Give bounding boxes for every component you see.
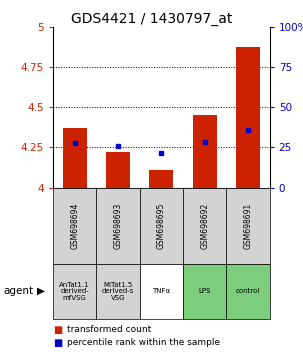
Bar [63, 128, 87, 188]
Text: control: control [236, 288, 260, 294]
Bar [140, 188, 183, 264]
Bar [96, 188, 140, 264]
Text: TNFα: TNFα [152, 288, 170, 294]
Text: GSM698695: GSM698695 [157, 202, 166, 249]
Bar [106, 152, 130, 188]
Bar [193, 115, 217, 188]
Text: percentile rank within the sample: percentile rank within the sample [67, 338, 220, 347]
Text: GSM698691: GSM698691 [244, 202, 252, 249]
Bar [53, 188, 96, 264]
Bar [183, 264, 226, 319]
Text: AnTat1.1
derived-
mfVSG: AnTat1.1 derived- mfVSG [59, 282, 90, 301]
Bar [183, 188, 226, 264]
Text: LPS: LPS [198, 288, 211, 294]
Bar [140, 264, 183, 319]
Text: GDS4421 / 1430797_at: GDS4421 / 1430797_at [71, 12, 232, 27]
Text: transformed count: transformed count [67, 325, 151, 334]
Bar [236, 47, 260, 188]
Text: ■: ■ [53, 338, 62, 348]
Bar [226, 188, 270, 264]
Text: ▶: ▶ [37, 286, 45, 296]
Bar [96, 264, 140, 319]
Text: GSM698694: GSM698694 [70, 202, 79, 249]
Text: GSM698692: GSM698692 [200, 202, 209, 249]
Text: GSM698693: GSM698693 [114, 202, 122, 249]
Bar [53, 264, 96, 319]
Bar [149, 170, 173, 188]
Text: agent: agent [3, 286, 33, 296]
Text: ■: ■ [53, 325, 62, 335]
Bar [226, 264, 270, 319]
Text: MiTat1.5
derived-s
VSG: MiTat1.5 derived-s VSG [102, 282, 134, 301]
